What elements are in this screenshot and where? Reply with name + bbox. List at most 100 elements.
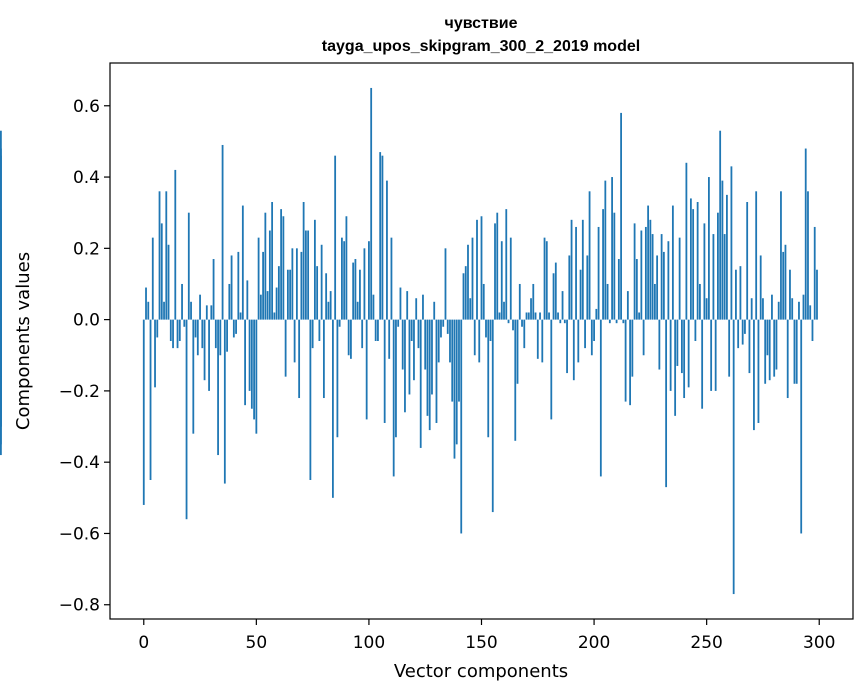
bar [300, 251, 303, 320]
bar [543, 237, 546, 320]
bar [512, 319, 514, 331]
bar [737, 319, 740, 349]
y-tick-label: 0.0 [73, 311, 100, 331]
bar [280, 209, 283, 320]
bar [160, 223, 163, 320]
bar [311, 319, 314, 349]
bar [615, 319, 618, 324]
bar [530, 298, 532, 320]
bar [433, 301, 436, 320]
bar [293, 319, 296, 363]
bar [602, 209, 604, 320]
bar [811, 319, 814, 341]
bar [246, 280, 249, 320]
bar [451, 319, 454, 402]
bar [205, 305, 208, 320]
bar [442, 319, 445, 327]
y-tick-label: 0.2 [73, 239, 100, 259]
bar [766, 319, 769, 356]
bar [485, 319, 487, 338]
bar [401, 319, 404, 370]
bar [633, 223, 636, 320]
bar [509, 237, 512, 320]
bar [147, 301, 150, 320]
bar [762, 298, 764, 320]
bar [575, 226, 577, 320]
bar [336, 319, 339, 438]
bar [185, 319, 188, 520]
bar [431, 319, 433, 395]
bar [217, 319, 219, 456]
bar [532, 283, 535, 320]
y-tick-label: 0.4 [73, 168, 100, 188]
bar [307, 230, 310, 320]
bar [717, 212, 719, 320]
bar [514, 319, 517, 441]
bar [435, 319, 438, 423]
bar [183, 319, 186, 327]
bar [196, 319, 199, 356]
bar [516, 319, 519, 384]
bar [780, 191, 782, 320]
bar [577, 319, 580, 363]
bar [413, 319, 415, 381]
bar [656, 255, 659, 320]
bar [181, 283, 183, 320]
bar [0, 298, 2, 320]
bar [325, 273, 328, 320]
bar [253, 319, 255, 420]
bar [271, 202, 274, 320]
bar [541, 319, 544, 363]
bar [791, 298, 794, 320]
bar [816, 269, 818, 320]
bar [176, 319, 179, 349]
bar [523, 319, 526, 349]
x-tick-label: 250 [690, 633, 722, 653]
bar [521, 319, 523, 327]
bar [771, 294, 773, 320]
bar [469, 298, 472, 320]
bar [172, 319, 174, 349]
bar [676, 319, 679, 366]
bar [642, 319, 645, 356]
bar [631, 319, 634, 377]
bar [545, 241, 548, 320]
x-tick-label: 200 [578, 633, 610, 653]
bar [694, 319, 697, 341]
bar [408, 319, 411, 395]
bar [775, 319, 778, 370]
bar [165, 191, 168, 320]
bar [151, 237, 154, 320]
bar [593, 319, 595, 341]
bar [588, 191, 591, 320]
bar [579, 269, 582, 320]
bar [784, 244, 787, 320]
bar [782, 251, 785, 320]
bar [710, 319, 713, 391]
bar [807, 191, 809, 320]
bar [338, 319, 341, 327]
bar [345, 216, 348, 320]
bar [230, 255, 233, 320]
bar [178, 319, 181, 341]
bar [746, 202, 749, 320]
bar [237, 251, 240, 320]
y-tick-label: 0.6 [73, 97, 100, 117]
bar [728, 319, 731, 377]
bar [665, 319, 668, 488]
bar [142, 319, 145, 505]
bar [212, 259, 215, 320]
bar [163, 301, 165, 320]
bar [554, 262, 557, 320]
bar [318, 319, 321, 341]
bar [748, 319, 751, 374]
bar [714, 319, 717, 391]
bar [662, 251, 665, 320]
bar [692, 209, 695, 320]
bar [235, 319, 237, 334]
bar [527, 312, 530, 320]
bar [644, 226, 647, 320]
bar [586, 255, 589, 320]
bar [354, 259, 357, 320]
